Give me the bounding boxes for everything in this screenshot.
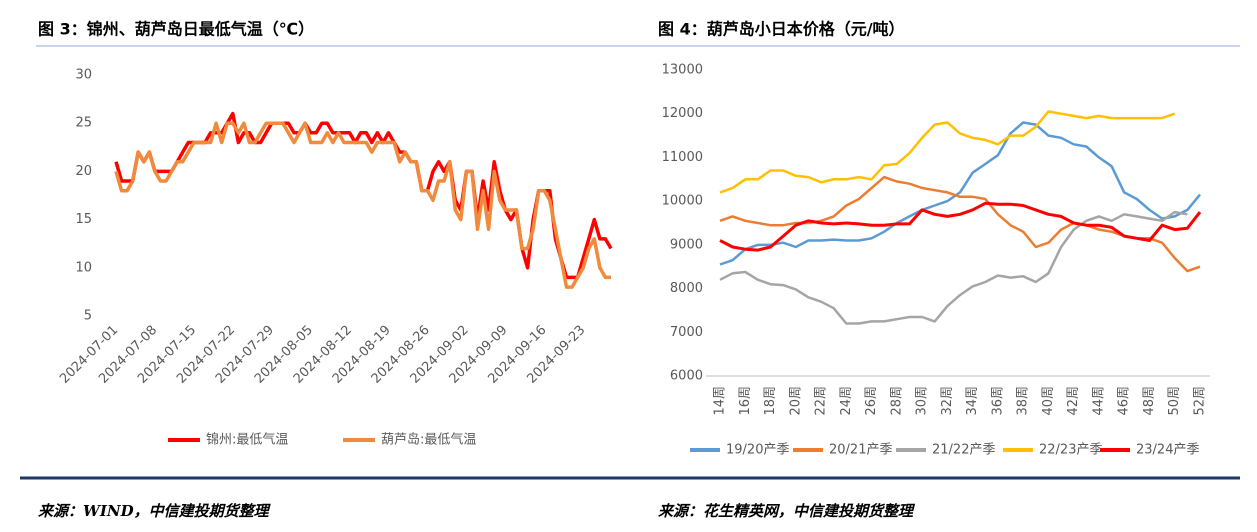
x-tick-label: 36周 xyxy=(990,386,1005,416)
y-tick-label: 30 xyxy=(75,68,92,83)
x-tick-label: 14周 xyxy=(713,386,728,416)
legend-label: 20/21产季 xyxy=(829,443,892,458)
x-tick-label: 34周 xyxy=(965,386,980,416)
series-line xyxy=(114,121,611,289)
x-tick-label: 24周 xyxy=(839,386,854,416)
source: 来源：花生精英网，中信建投期货整理 xyxy=(658,502,916,520)
x-tick-label: 32周 xyxy=(940,386,955,416)
y-tick-label: 12000 xyxy=(662,106,703,121)
legend-label: 22/23产季 xyxy=(1039,443,1102,458)
y-tick-label: 8000 xyxy=(670,281,703,296)
x-tick-label: 44周 xyxy=(1091,386,1106,416)
y-tick-label: 15 xyxy=(75,212,92,227)
source: 来源：WIND，中信建投期货整理 xyxy=(38,502,272,520)
x-tick-label: 18周 xyxy=(763,386,778,416)
legend-label: 23/24产季 xyxy=(1136,443,1199,458)
chart-title: 图 4：葫芦岛小日本价格（元/吨） xyxy=(658,20,905,39)
x-tick-label: 30周 xyxy=(915,386,930,416)
y-tick-label: 13000 xyxy=(662,63,703,78)
chart-title: 图 3：锦州、葫芦岛日最低气温（℃） xyxy=(38,20,314,39)
y-tick-label: 25 xyxy=(75,116,92,131)
series-line xyxy=(719,201,1202,252)
y-tick-label: 20 xyxy=(75,164,92,179)
series-line xyxy=(719,110,1176,194)
x-tick-label: 22周 xyxy=(814,386,829,416)
y-tick-label: 7000 xyxy=(670,325,703,340)
x-tick-label: 28周 xyxy=(889,386,904,416)
legend-label: 葫芦岛:最低气温 xyxy=(381,432,476,448)
x-tick-label: 46周 xyxy=(1117,386,1132,416)
x-tick-label: 50周 xyxy=(1167,386,1182,416)
x-tick-label: 48周 xyxy=(1142,386,1157,416)
x-tick-label: 38周 xyxy=(1016,386,1031,416)
y-tick-label: 10000 xyxy=(662,194,703,209)
legend-label: 锦州:最低气温 xyxy=(206,432,288,448)
series-line xyxy=(719,210,1188,325)
legend-label: 19/20产季 xyxy=(726,443,789,458)
y-tick-label: 9000 xyxy=(670,237,703,252)
x-tick-label: 20周 xyxy=(788,386,803,416)
y-tick-label: 6000 xyxy=(670,369,703,384)
x-tick-label: 26周 xyxy=(864,386,879,416)
x-tick-label: 16周 xyxy=(738,386,753,416)
y-tick-label: 5 xyxy=(84,309,92,324)
y-tick-label: 10 xyxy=(75,260,92,275)
y-tick-label: 11000 xyxy=(662,150,703,165)
series-line xyxy=(719,121,1201,266)
x-tick-label: 52周 xyxy=(1193,386,1208,416)
x-tick-label: 42周 xyxy=(1066,386,1081,416)
legend-label: 21/22产季 xyxy=(932,443,995,458)
x-tick-label: 40周 xyxy=(1041,386,1056,416)
